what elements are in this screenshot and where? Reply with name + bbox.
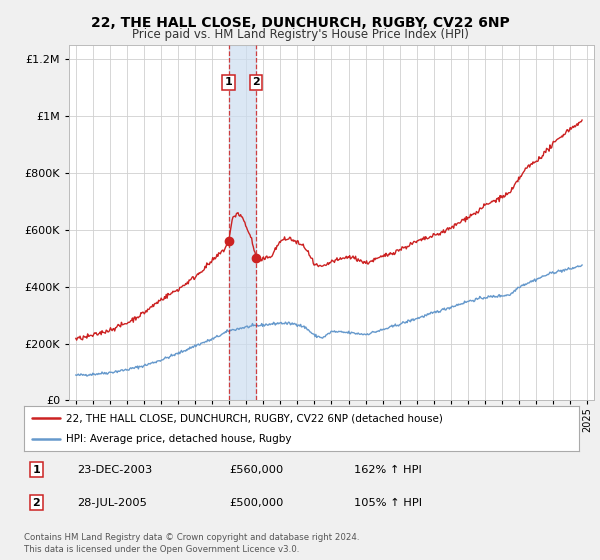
Text: 28-JUL-2005: 28-JUL-2005 [77,498,146,508]
Text: 23-DEC-2003: 23-DEC-2003 [77,465,152,475]
Text: 1: 1 [225,77,233,87]
Text: Contains HM Land Registry data © Crown copyright and database right 2024.
This d: Contains HM Land Registry data © Crown c… [24,533,359,554]
Text: 105% ↑ HPI: 105% ↑ HPI [354,498,422,508]
Text: 22, THE HALL CLOSE, DUNCHURCH, RUGBY, CV22 6NP (detached house): 22, THE HALL CLOSE, DUNCHURCH, RUGBY, CV… [65,413,443,423]
Text: 162% ↑ HPI: 162% ↑ HPI [354,465,422,475]
Text: HPI: Average price, detached house, Rugby: HPI: Average price, detached house, Rugb… [65,433,291,444]
Text: 2: 2 [252,77,260,87]
Text: £500,000: £500,000 [229,498,284,508]
Text: £560,000: £560,000 [229,465,284,475]
Text: 1: 1 [32,465,40,475]
Bar [229,45,256,400]
Text: 22, THE HALL CLOSE, DUNCHURCH, RUGBY, CV22 6NP: 22, THE HALL CLOSE, DUNCHURCH, RUGBY, CV… [91,16,509,30]
Text: Price paid vs. HM Land Registry's House Price Index (HPI): Price paid vs. HM Land Registry's House … [131,28,469,41]
Text: 2: 2 [32,498,40,508]
